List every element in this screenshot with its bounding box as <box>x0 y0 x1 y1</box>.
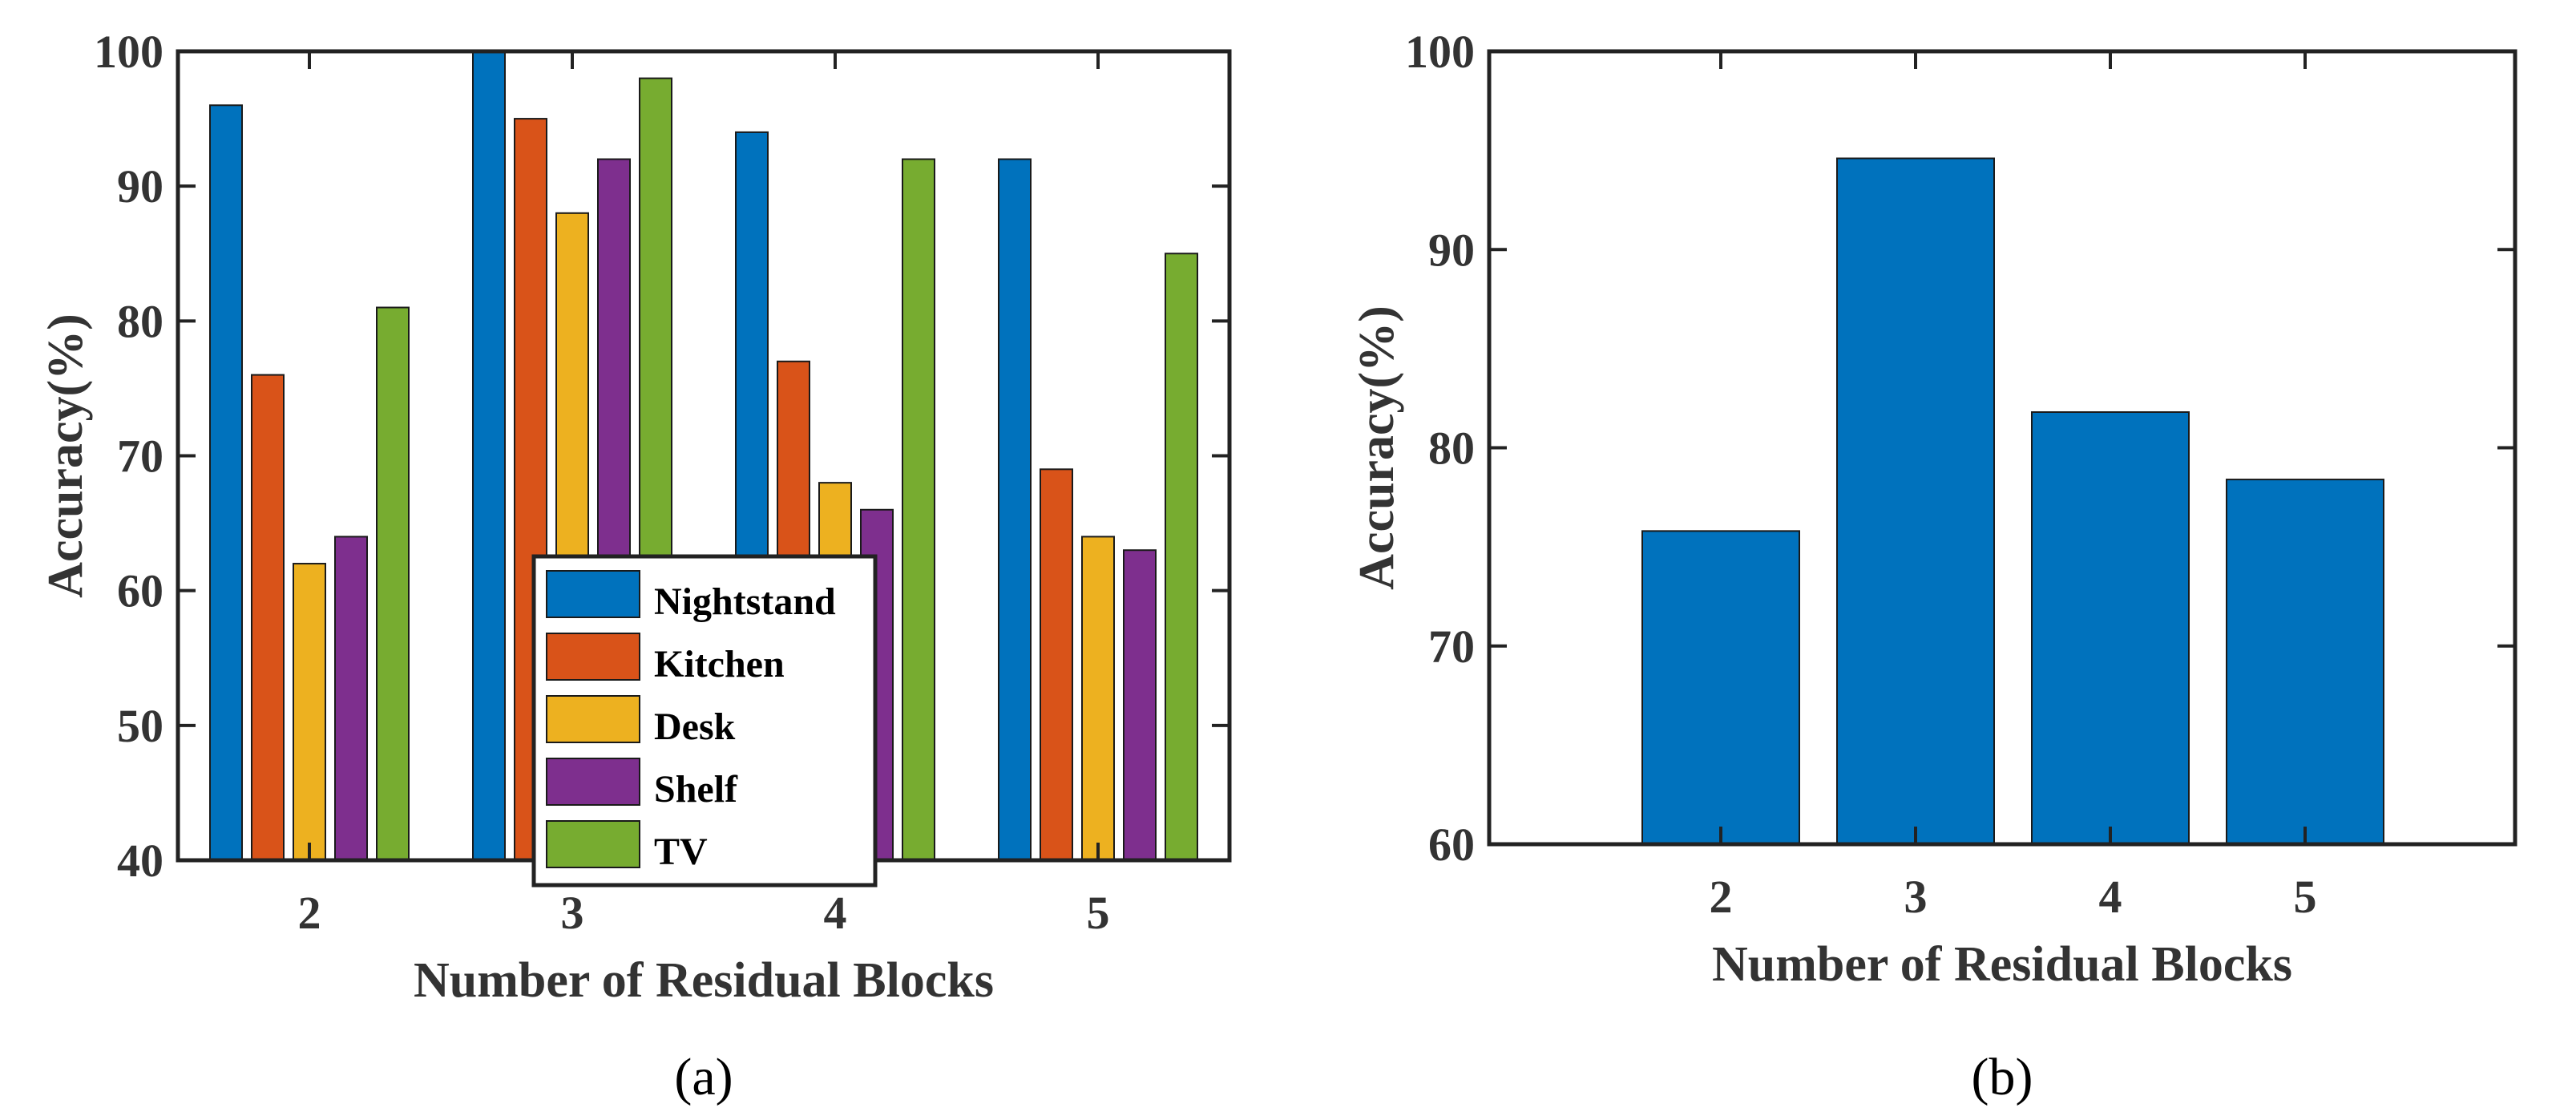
y-tick-label: 70 <box>117 431 164 483</box>
legend-swatch-tv <box>546 820 640 868</box>
bar-tv-4 <box>902 158 935 862</box>
x-axis-title: Number of Residual Blocks <box>414 953 994 1008</box>
x-axis-title: Number of Residual Blocks <box>1712 937 2292 992</box>
y-axis-title: Accuracy(%) <box>38 313 93 598</box>
y-tick-label: 90 <box>1428 224 1475 276</box>
y-tick-label: 90 <box>117 160 164 212</box>
x-tick-label: 2 <box>298 887 321 939</box>
y-tick-label: 50 <box>117 700 164 752</box>
y-tick-label: 80 <box>117 295 164 347</box>
x-tick-label: 3 <box>1904 871 1928 923</box>
y-tick-label: 100 <box>1405 26 1475 78</box>
legend-swatch-nightstand <box>546 570 640 618</box>
bar-nightstand-5 <box>998 158 1032 862</box>
x-tick-label: 3 <box>561 887 584 939</box>
bar-accuracy-4 <box>2031 410 2190 845</box>
legend-swatch-kitchen <box>546 633 640 681</box>
x-tick-label: 2 <box>1710 871 1733 923</box>
bar-accuracy-2 <box>1641 530 1800 845</box>
y-tick-label: 100 <box>94 26 164 78</box>
legend-label-tv: TV <box>654 831 708 873</box>
legend-swatch-desk <box>546 695 640 743</box>
chart-caption: (a) <box>674 1048 733 1106</box>
legend-label-nightstand: Nightstand <box>654 580 836 623</box>
bar-desk-5 <box>1081 536 1115 862</box>
chart-a: 40 50 60 70 80 90 100 2 3 4 5 Number of Residual Bl… <box>38 26 1232 1106</box>
legend-swatch-shelf <box>546 758 640 806</box>
x-tick-label: 4 <box>824 887 847 939</box>
bar-tv-2 <box>376 306 410 861</box>
y-tick-label: 60 <box>1428 819 1475 871</box>
bar-shelf-5 <box>1123 549 1157 861</box>
legend-label-kitchen: Kitchen <box>654 643 785 685</box>
legend-label-shelf: Shelf <box>654 768 738 811</box>
bar-kitchen-5 <box>1040 468 1073 861</box>
bar-accuracy-3 <box>1836 157 1995 845</box>
bar-nightstand-2 <box>209 104 243 861</box>
x-tick-label: 5 <box>2294 871 2317 923</box>
chart-caption: (b) <box>1972 1048 2033 1106</box>
bar-kitchen-2 <box>251 374 285 862</box>
y-tick-label: 60 <box>117 565 164 617</box>
y-axis-title: Accuracy(%) <box>1350 305 1404 590</box>
y-tick-label: 40 <box>117 835 164 887</box>
legend-label-desk: Desk <box>654 706 736 748</box>
y-tick-label: 70 <box>1428 621 1475 673</box>
bar-nightstand-3 <box>472 51 506 861</box>
x-tick-label: 5 <box>1087 887 1110 939</box>
legend: Nightstand Kitchen Desk Shelf TV <box>531 554 878 888</box>
y-tick-label: 80 <box>1428 423 1475 475</box>
bar-accuracy-5 <box>2226 479 2384 845</box>
x-tick-label: 4 <box>2099 871 2122 923</box>
bar-tv-5 <box>1165 253 1198 861</box>
bar-shelf-2 <box>334 536 368 862</box>
bar-desk-2 <box>293 563 326 861</box>
